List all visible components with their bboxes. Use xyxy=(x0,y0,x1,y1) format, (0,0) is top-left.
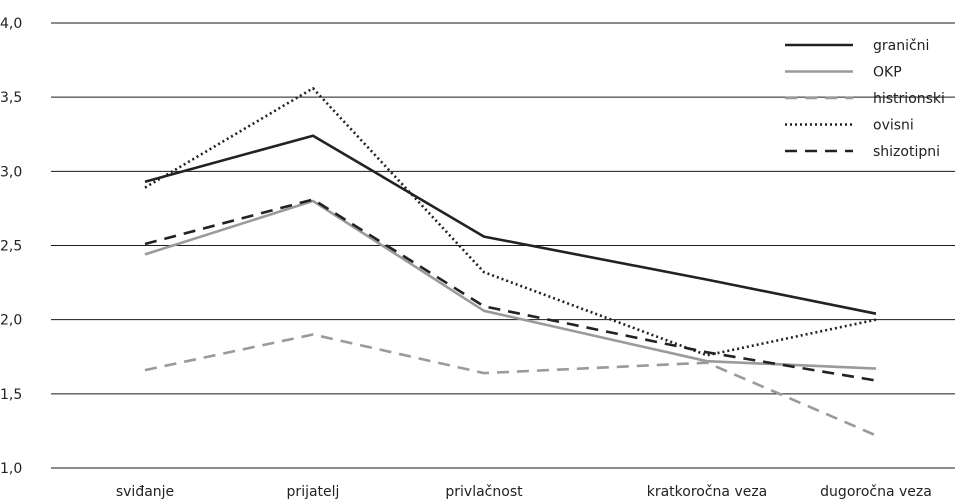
series-line-histrionski xyxy=(144,333,877,437)
y-tick-label: 1,5 xyxy=(0,387,22,403)
y-tick-labels: 1,0 1,5 2,0 2,5 3,0 3,5 4,0 xyxy=(0,16,22,477)
y-tick-label: 1,0 xyxy=(0,461,22,477)
x-tick-label-svidanje: sviđanje xyxy=(116,484,174,500)
gridlines xyxy=(51,22,955,469)
x-tick-labels: sviđanje prijatelj privlačnost kratkoročna … xyxy=(116,484,932,500)
y-tick-label: 3,5 xyxy=(0,90,22,106)
series-line-granicni xyxy=(144,134,877,315)
x-tick-label-prijatelj: prijatelj xyxy=(287,484,340,500)
y-tick-label: 2,5 xyxy=(0,239,22,255)
legend-label-okp: OKP xyxy=(873,65,902,81)
x-tick-label-kratkorocna-veza: kratkoročna veza xyxy=(647,484,768,500)
legend: granični OKP histrionski ovisni shizotipni xyxy=(785,38,945,160)
x-tick-label-privlacnost: privlačnost xyxy=(445,484,523,500)
series-line-okp xyxy=(144,199,877,370)
y-tick-label: 3,0 xyxy=(0,164,22,180)
series-lines xyxy=(144,87,877,437)
x-tick-label-dugorocna-veza: dugoročna veza xyxy=(820,484,932,500)
y-tick-label: 4,0 xyxy=(0,16,22,32)
series-line-shizotipni xyxy=(144,198,877,382)
legend-label-histrionski: histrionski xyxy=(873,91,945,107)
legend-label-granicni: granični xyxy=(873,38,929,54)
legend-label-shizotipni: shizotipni xyxy=(873,144,940,160)
y-tick-label: 2,0 xyxy=(0,313,22,329)
series-line-ovisni xyxy=(144,87,877,357)
legend-label-ovisni: ovisni xyxy=(873,118,914,134)
